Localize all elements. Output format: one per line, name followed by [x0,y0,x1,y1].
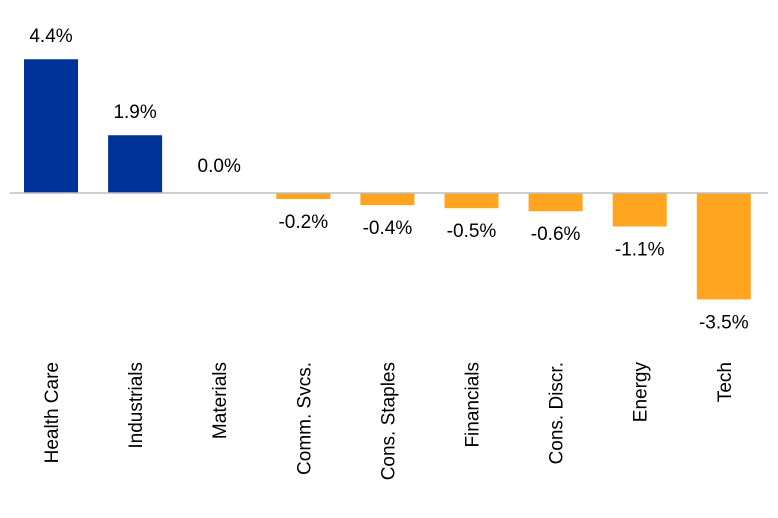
value-labels-group: 4.4% 1.9% 0.0% -0.2% -0.4% -0.5% -0.6% -1.1% -3.… [29,26,748,333]
bar-energy [612,193,667,227]
category-label: Industrials [126,362,147,449]
bars-group [24,59,751,300]
category-label: Materials [210,362,231,439]
category-labels-group: Health Care Industrials Materials Comm. Svc… [42,362,736,481]
data-label: -0.2% [278,212,328,233]
data-label: 0.0% [198,156,241,177]
bar-tech [696,193,751,300]
category-label: Health Care [42,362,63,463]
data-label: 4.4% [29,26,72,47]
data-label: -0.5% [447,221,497,242]
bar-cons-staples [360,193,415,206]
category-label: Cons. Discr. [547,362,568,464]
data-label: -0.6% [531,224,581,245]
bar-financials [444,193,499,209]
bar-cons-discr [528,193,583,212]
data-label: -1.1% [615,239,665,260]
data-label: -3.5% [699,312,749,333]
bar-comm-svcs [276,193,331,200]
bar-health-care [24,59,78,193]
category-label: Cons. Staples [378,362,399,480]
data-label: 1.9% [113,102,156,123]
category-label: Financials [463,362,484,448]
data-label: -0.4% [363,218,413,239]
bar-industrials [108,135,163,193]
category-label: Tech [715,362,736,402]
category-label: Comm. Svcs. [294,362,315,475]
category-label: Energy [631,362,652,423]
